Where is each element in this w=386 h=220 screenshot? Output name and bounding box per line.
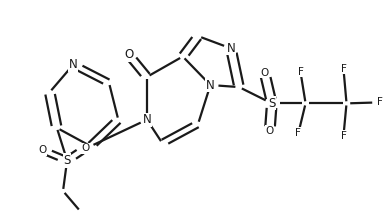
Text: O: O [261, 68, 269, 78]
Text: O: O [81, 143, 90, 153]
Text: F: F [340, 131, 346, 141]
Text: O: O [124, 48, 133, 61]
Text: O: O [39, 145, 47, 155]
Text: F: F [378, 97, 383, 107]
Text: N: N [206, 79, 215, 92]
Text: N: N [69, 58, 78, 71]
Text: F: F [296, 128, 301, 138]
Text: S: S [268, 97, 276, 110]
Text: S: S [63, 154, 71, 167]
Text: F: F [298, 67, 303, 77]
Text: F: F [340, 64, 346, 74]
Text: O: O [266, 126, 274, 136]
Text: N: N [227, 42, 235, 55]
Text: N: N [142, 113, 151, 126]
